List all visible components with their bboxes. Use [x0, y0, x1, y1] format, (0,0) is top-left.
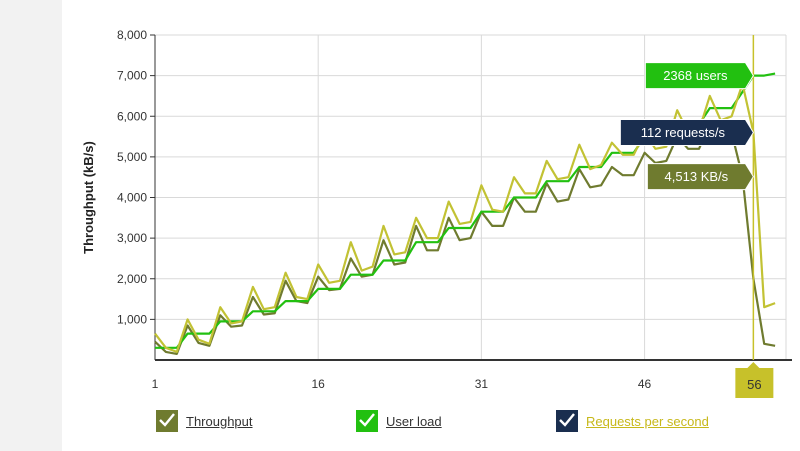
checkbox-icon[interactable]: [556, 410, 578, 432]
cursor-label: 56: [747, 377, 761, 392]
x-tick-label: 46: [638, 377, 652, 391]
chart-axes: 1,000 2,000 3,000 4,000 5,000 6,000 7,000 8,000…: [81, 28, 792, 391]
y-tick-label: 5,000: [117, 150, 147, 164]
y-tick-label: 4,000: [117, 191, 147, 205]
tooltip-throughput: 4,513 KB/s: [646, 163, 754, 191]
legend-label-requests-per-second[interactable]: Requests per second: [586, 413, 709, 429]
chart-series[interactable]: [154, 72, 776, 355]
legend-item-throughput[interactable]: Throughput: [156, 409, 253, 433]
checkmark-icon: [559, 413, 575, 427]
tooltip-requests-per-second: 112 requests/s: [619, 119, 754, 146]
checkbox-icon[interactable]: [356, 410, 378, 432]
y-axis-title: Throughput (kB/s): [81, 141, 96, 254]
legend-label-user-load[interactable]: User load: [386, 413, 442, 429]
tooltip-user-load: 2368 users: [644, 62, 754, 90]
legend-item-user-load[interactable]: User load: [356, 409, 442, 433]
x-tick-label: 16: [312, 377, 326, 391]
series-line-user-load[interactable]: [155, 72, 776, 349]
tooltip-text: 112 requests/s: [641, 125, 726, 140]
y-tick-label: 1,000: [117, 312, 147, 326]
legend-label-throughput[interactable]: Throughput: [186, 413, 253, 429]
tooltip-box: [644, 62, 754, 90]
y-tick-label: 8,000: [117, 28, 147, 42]
tooltip-text: 2368 users: [663, 68, 728, 83]
tooltip-box: [646, 163, 754, 191]
tooltip-text: 4,513 KB/s: [665, 169, 729, 184]
chart-tooltips: 2368 users 112 requests/s 4,513 KB/s: [619, 62, 754, 191]
legend-item-requests-per-second[interactable]: Requests per second: [556, 409, 709, 433]
checkbox-icon[interactable]: [156, 410, 178, 432]
tooltip-box: [619, 119, 754, 146]
x-tick-label: 31: [475, 377, 489, 391]
series-line-throughput[interactable]: [154, 123, 776, 355]
left-sidebar-panel: [0, 0, 62, 451]
cursor-marker-arrow: [747, 362, 760, 368]
y-tick-label: 6,000: [117, 109, 147, 123]
checkmark-icon: [159, 413, 175, 427]
y-tick-label: 2,000: [117, 272, 147, 286]
checkmark-icon: [359, 413, 375, 427]
chart-cursor[interactable]: 56: [735, 35, 774, 398]
x-tick-label: 1: [152, 377, 159, 391]
y-tick-label: 7,000: [117, 69, 147, 83]
y-tick-label: 3,000: [117, 231, 147, 245]
cursor-marker[interactable]: [735, 368, 774, 398]
